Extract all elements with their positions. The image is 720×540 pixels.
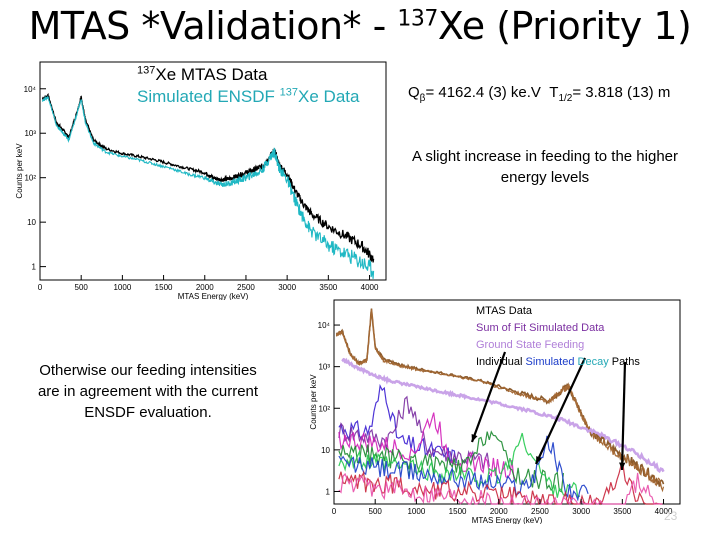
- x-tick-label: 500: [75, 283, 89, 292]
- page-number: 23: [664, 509, 678, 523]
- legend-mtas-data: 137Xe MTAS Data: [137, 64, 268, 84]
- x-tick-label: 500: [369, 507, 383, 516]
- x-tick-label: 2000: [490, 507, 508, 516]
- x-tick-label: 2500: [531, 507, 549, 516]
- y-axis-label: Counts per keV: [15, 143, 24, 199]
- legend-sum-of-fit: Sum of Fit Simulated Data: [476, 322, 605, 334]
- series-3-line: [341, 357, 665, 474]
- x-tick-label: 3500: [613, 507, 631, 516]
- x-tick-label: 1500: [155, 283, 173, 292]
- note-slight-increase: A slight increase in feeding to the high…: [411, 148, 678, 186]
- x-tick-label: 4000: [655, 507, 673, 516]
- legend-ground-state: Ground State Feeding: [476, 339, 585, 351]
- x-axis-label: MTAS Energy (keV): [178, 292, 249, 300]
- x-tick-label: 1000: [113, 283, 131, 292]
- plot2-legend: MTAS Data Sum of Fit Simulated Data Grou…: [476, 303, 640, 371]
- slide-title: MTAS *Validation* - 137Xe (Priority 1): [28, 4, 692, 48]
- x-tick-label: 0: [332, 507, 337, 516]
- x-tick-label: 2500: [237, 283, 255, 292]
- series-2-line: [335, 309, 665, 493]
- decay-path-2-line: [338, 395, 490, 470]
- y-tick-label: 10: [321, 446, 330, 455]
- y-tick-label: 10⁴: [318, 321, 331, 330]
- mtas-vs-ensdf-spectrum-plot: 0 500 1000 1500 2000 2500 3000 3500 4000 1 10 10² 10…: [15, 61, 387, 300]
- y-axis-label: Counts per keV: [309, 374, 318, 430]
- y-tick-label: 10³: [318, 363, 330, 372]
- annotation-arrowhead-1: [471, 434, 478, 442]
- legend-simulated-ensdf: Simulated ENSDF 137Xe Data: [137, 86, 360, 106]
- decay-path-4-line: [338, 430, 564, 493]
- decay-path-6-line: [338, 435, 589, 502]
- x-tick-label: 1000: [407, 507, 425, 516]
- decay-path-5-line: [338, 432, 581, 498]
- y-tick-label: 10²: [24, 174, 36, 183]
- x-tick-label: 3000: [572, 507, 590, 516]
- x-tick-label: 1500: [449, 507, 467, 516]
- annotation-arrowhead-3: [619, 462, 626, 470]
- x-tick-label: 3000: [278, 283, 296, 292]
- x-tick-label: 0: [38, 283, 43, 292]
- x-axis-label: MTAS Energy (keV): [472, 516, 543, 524]
- x-tick-label: 2000: [196, 283, 214, 292]
- y-tick-label: 1: [326, 487, 331, 496]
- decay-path-1-line: [338, 383, 457, 466]
- y-tick-label: 10²: [318, 404, 330, 413]
- y-tick-label: 10⁴: [24, 85, 37, 94]
- plot1-legend: 137Xe MTAS Data Simulated ENSDF 137Xe Da…: [137, 64, 359, 108]
- decay-parameters: Qβ= 4162.4 (3) ke.V T1/2= 3.818 (13) m: [408, 84, 671, 104]
- annotation-arrowhead-2: [536, 456, 542, 464]
- x-tick-label: 4000: [361, 283, 379, 292]
- series-2-line: [41, 95, 375, 279]
- y-tick-label: 10: [27, 218, 36, 227]
- y-tick-label: 10³: [24, 129, 36, 138]
- decay-path-8-line: [338, 472, 663, 506]
- annotation-arrow-2: [535, 357, 586, 465]
- note-agreement: Otherwise our feeding intensities are in…: [37, 362, 259, 421]
- y-tick-label: 1: [32, 263, 37, 272]
- annotation-arrow-3: [620, 361, 627, 471]
- annotation-arrow-1: [470, 351, 507, 443]
- x-tick-label: 3500: [319, 283, 337, 292]
- legend-individual-paths: Individual Simulated Decay Paths: [476, 356, 640, 368]
- decay-path-7-line: [338, 464, 663, 506]
- legend-mtas: MTAS Data: [476, 305, 533, 317]
- decay-path-fit-plot: 0 500 1000 1500 2000 2500 3000 3500 4000 1 10 10² 10…: [309, 299, 681, 524]
